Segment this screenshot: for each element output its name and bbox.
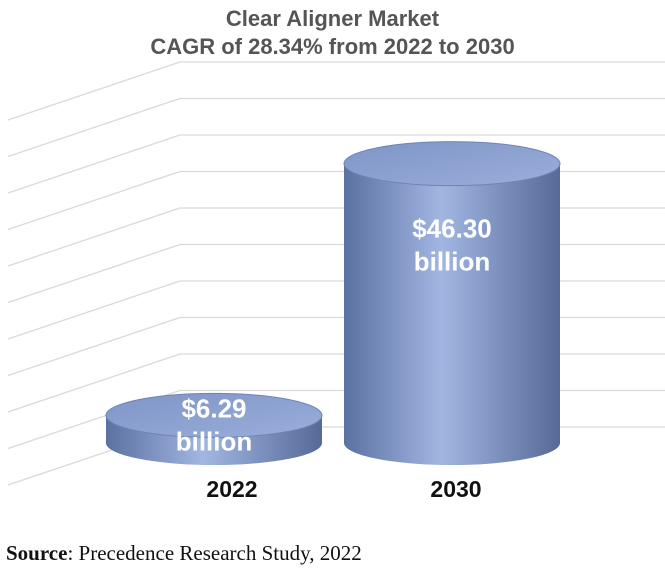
data-label-unit: billion <box>414 247 491 277</box>
bars <box>105 141 561 465</box>
x-tick-label: 2030 <box>430 476 481 502</box>
gridline-side <box>7 243 181 304</box>
gridline-side <box>7 280 181 340</box>
chart-subtitle: CAGR of 28.34% from 2022 to 2030 <box>150 34 515 59</box>
gridline-side <box>7 97 181 158</box>
bar-top <box>343 141 561 187</box>
gridline-side <box>7 61 181 121</box>
bar-body <box>344 163 560 465</box>
data-label-value: $6.29 <box>181 393 246 423</box>
source-text: : Precedence Research Study, 2022 <box>67 541 362 565</box>
bar-top <box>105 392 323 438</box>
gridline-side <box>7 134 181 194</box>
gridline-side <box>7 353 181 413</box>
gridline-side <box>7 207 181 267</box>
chart-title: Clear Aligner Market <box>225 6 440 31</box>
bar-2030 <box>343 141 561 465</box>
bar-2022 <box>105 392 323 465</box>
x-tick-label: 2022 <box>206 476 257 502</box>
data-label-unit: billion <box>176 426 253 456</box>
data-label-value: $46.30 <box>412 214 492 244</box>
gridline-side <box>7 316 181 377</box>
source-label: Source <box>6 541 68 565</box>
gridline-side <box>7 170 181 231</box>
source-note: Source: Precedence Research Study, 2022 <box>6 541 362 566</box>
